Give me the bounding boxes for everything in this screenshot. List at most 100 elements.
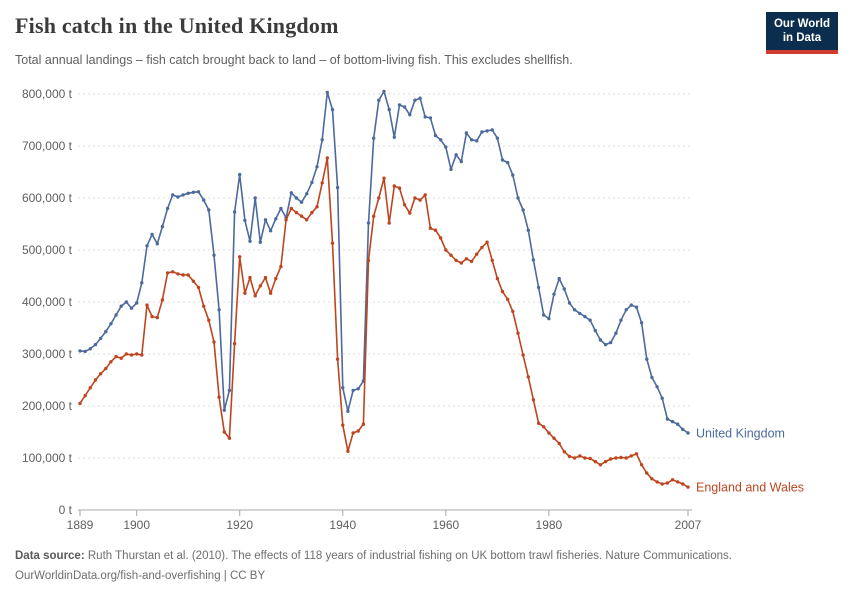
y-tick-label: 700,000 t (22, 139, 73, 153)
series-point-united-kingdom (629, 303, 633, 307)
series-point-england-and-wales (619, 455, 623, 460)
series-point-united-kingdom (444, 145, 448, 149)
series-point-england-and-wales (650, 477, 654, 481)
series-point-united-kingdom (408, 113, 412, 117)
series-point-united-kingdom (191, 190, 196, 194)
series-point-united-kingdom (330, 107, 335, 112)
series-point-england-and-wales (423, 193, 427, 197)
series-point-united-kingdom (258, 240, 262, 244)
series-point-united-kingdom (310, 180, 314, 185)
y-tick-label: 0 t (59, 503, 73, 517)
series-point-united-kingdom (423, 115, 427, 119)
series-point-united-kingdom (506, 160, 510, 165)
series-point-united-kingdom (279, 206, 283, 211)
series-point-united-kingdom (268, 229, 273, 233)
series-point-united-kingdom (140, 281, 144, 285)
x-tick-label: 2007 (675, 518, 702, 532)
series-point-england-and-wales (356, 429, 360, 433)
owid-logo: Our World in Data (765, 12, 838, 54)
series-point-united-kingdom (114, 313, 118, 317)
series-point-england-and-wales (645, 471, 649, 475)
series-point-england-and-wales (660, 482, 664, 486)
chart-title: Fish catch in the United Kingdom (15, 13, 339, 38)
series-point-united-kingdom (238, 172, 242, 177)
series-point-england-and-wales (351, 431, 355, 435)
series-point-united-kingdom (243, 218, 247, 223)
series-point-england-and-wales (459, 261, 463, 265)
series-point-england-and-wales (196, 285, 201, 290)
series-point-united-kingdom (639, 321, 644, 325)
y-tick-label: 400,000 t (22, 295, 73, 309)
y-tick-label: 500,000 t (22, 243, 73, 257)
series-line-united-kingdom (79, 90, 689, 434)
series-point-united-kingdom (289, 191, 293, 195)
series-point-england-and-wales (598, 463, 603, 467)
series-point-united-kingdom (681, 427, 685, 432)
series-point-united-kingdom (454, 153, 458, 157)
series-point-united-kingdom (598, 338, 603, 342)
series-point-united-kingdom (305, 192, 309, 196)
series-point-england-and-wales (686, 485, 690, 489)
series-point-united-kingdom (248, 239, 252, 243)
series-point-england-and-wales (469, 259, 474, 264)
series-point-united-kingdom (439, 138, 443, 142)
series-point-england-and-wales (289, 206, 293, 211)
series-point-england-and-wales (500, 289, 505, 294)
series-point-england-and-wales (408, 211, 412, 215)
footer: Data source: Ruth Thurstan et al. (2010)… (15, 546, 835, 586)
series-point-england-and-wales (78, 401, 82, 406)
series-line-england-and-wales (79, 157, 689, 488)
series-point-united-kingdom (93, 342, 98, 347)
series-point-england-and-wales (160, 298, 165, 302)
series-point-england-and-wales (536, 421, 541, 425)
series-point-united-kingdom (557, 276, 561, 281)
series-point-england-and-wales (562, 450, 566, 454)
series-point-united-kingdom (686, 431, 690, 435)
series-point-united-kingdom (547, 316, 551, 321)
series-point-united-kingdom (614, 331, 618, 335)
series-point-united-kingdom (253, 196, 257, 200)
series-point-england-and-wales (531, 398, 536, 402)
series-point-england-and-wales (454, 258, 458, 263)
series-point-united-kingdom (196, 190, 201, 194)
series-point-united-kingdom (129, 306, 134, 310)
series-point-united-kingdom (609, 340, 613, 345)
series-point-united-kingdom (397, 103, 402, 107)
series-point-england-and-wales (88, 386, 93, 390)
series-point-united-kingdom (366, 221, 371, 225)
series-point-united-kingdom (670, 419, 675, 424)
series-point-united-kingdom (676, 422, 680, 426)
series-point-united-kingdom (536, 285, 541, 290)
series-point-england-and-wales (124, 352, 129, 356)
series-point-united-kingdom (341, 386, 345, 390)
logo-line-2: in Data (782, 31, 822, 44)
series-point-england-and-wales (567, 454, 572, 459)
series-point-england-and-wales (191, 279, 196, 283)
series-point-england-and-wales (490, 258, 494, 263)
series-point-england-and-wales (129, 353, 134, 357)
series-point-united-kingdom (124, 300, 129, 304)
series-point-united-kingdom (98, 336, 103, 341)
series-point-united-kingdom (119, 304, 123, 308)
series-point-england-and-wales (392, 184, 396, 188)
series-point-england-and-wales (243, 291, 247, 295)
series-point-united-kingdom (109, 322, 113, 326)
series-point-england-and-wales (310, 210, 314, 215)
series-point-england-and-wales (614, 456, 618, 460)
x-tick-label: 1920 (226, 518, 253, 532)
series-point-united-kingdom (83, 349, 87, 354)
data-source-label: Data source: (15, 550, 85, 562)
y-tick-label: 100,000 t (22, 451, 73, 465)
series-point-england-and-wales (557, 441, 561, 446)
series-point-united-kingdom (78, 349, 82, 353)
series-point-england-and-wales (428, 226, 433, 230)
series-point-england-and-wales (382, 176, 386, 180)
series-point-united-kingdom (433, 133, 438, 138)
series-point-england-and-wales (155, 315, 159, 320)
series-point-england-and-wales (284, 218, 288, 222)
series-point-england-and-wales (578, 454, 582, 458)
series-point-england-and-wales (232, 341, 237, 346)
series-point-united-kingdom (603, 342, 608, 347)
series-point-united-kingdom (232, 210, 237, 214)
